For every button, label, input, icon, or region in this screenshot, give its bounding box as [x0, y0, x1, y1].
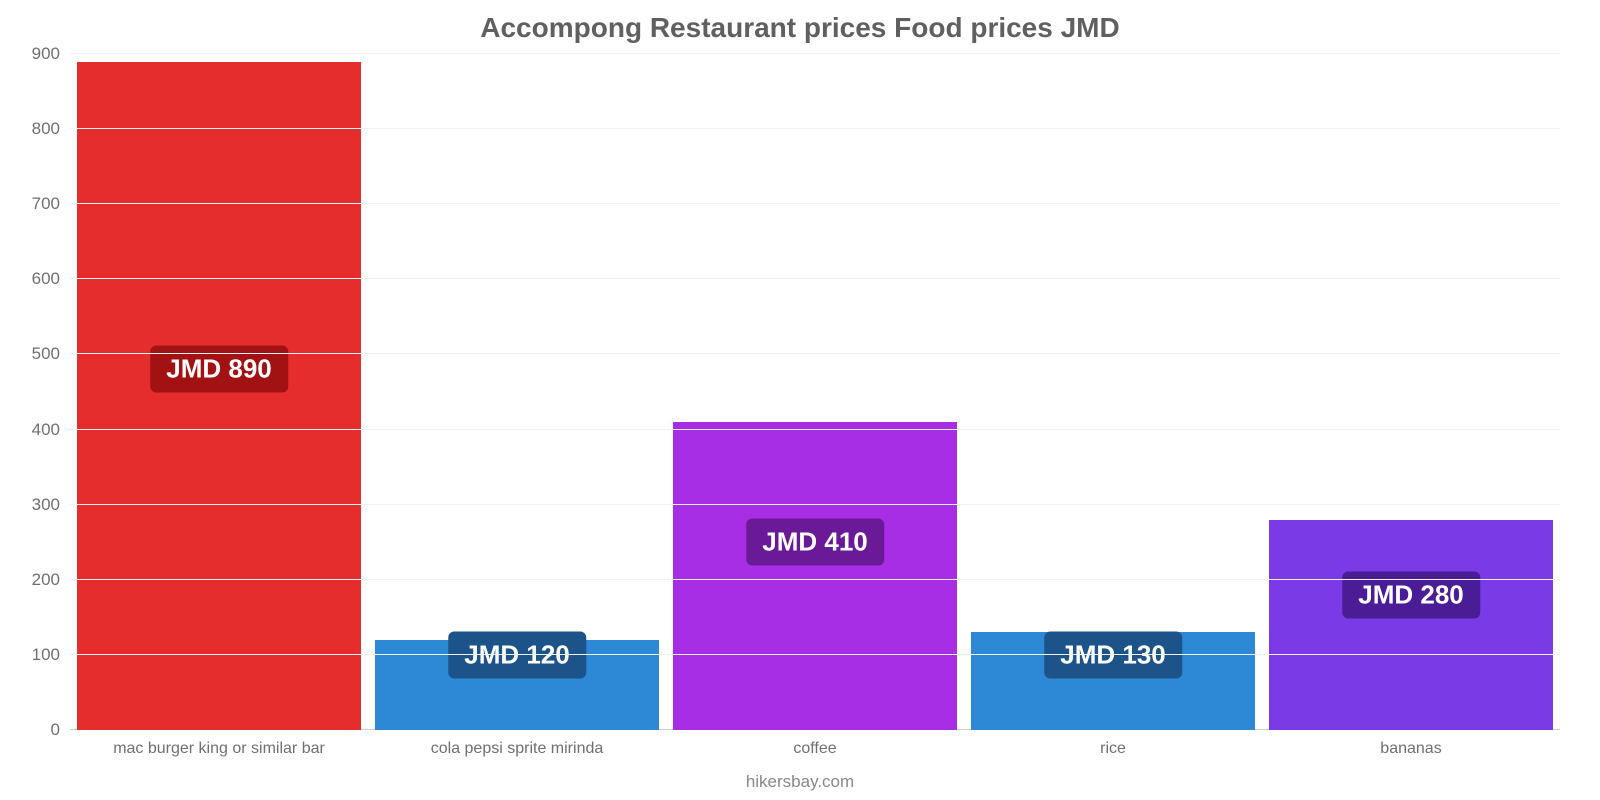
bar-slot: JMD 120cola pepsi sprite mirinda — [368, 54, 666, 730]
x-tick-label: bananas — [1380, 730, 1441, 758]
bars-container: JMD 890mac burger king or similar barJMD… — [70, 54, 1560, 730]
y-tick-label: 100 — [32, 645, 70, 665]
value-badge: JMD 130 — [1044, 631, 1182, 678]
y-tick-label: 900 — [32, 44, 70, 64]
bar-slot: JMD 130rice — [964, 54, 1262, 730]
bar-slot: JMD 890mac burger king or similar bar — [70, 54, 368, 730]
plot-area: JMD 890mac burger king or similar barJMD… — [70, 54, 1560, 730]
y-tick-label: 500 — [32, 344, 70, 364]
bar — [1269, 520, 1552, 730]
chart-area: JMD 890mac burger king or similar barJMD… — [70, 54, 1560, 730]
y-tick-label: 300 — [32, 495, 70, 515]
gridline — [70, 53, 1560, 54]
chart-footer: hikersbay.com — [0, 772, 1600, 792]
gridline — [70, 203, 1560, 204]
y-tick-label: 600 — [32, 269, 70, 289]
gridline — [70, 429, 1560, 430]
bar-slot: JMD 410coffee — [666, 54, 964, 730]
x-tick-label: mac burger king or similar bar — [113, 730, 325, 758]
x-tick-label: rice — [1100, 730, 1126, 758]
x-tick-label: coffee — [793, 730, 836, 758]
y-tick-label: 0 — [51, 720, 70, 740]
gridline — [70, 278, 1560, 279]
y-tick-label: 200 — [32, 570, 70, 590]
value-badge: JMD 410 — [746, 519, 884, 566]
gridline — [70, 504, 1560, 505]
y-tick-label: 700 — [32, 194, 70, 214]
x-tick-label: cola pepsi sprite mirinda — [431, 730, 604, 758]
gridline — [70, 128, 1560, 129]
y-tick-label: 400 — [32, 420, 70, 440]
gridline — [70, 353, 1560, 354]
bar — [77, 62, 360, 730]
bar — [673, 422, 956, 730]
value-badge: JMD 120 — [448, 631, 586, 678]
gridline — [70, 654, 1560, 655]
chart-title: Accompong Restaurant prices Food prices … — [0, 0, 1600, 44]
y-tick-label: 800 — [32, 119, 70, 139]
gridline — [70, 579, 1560, 580]
bar-slot: JMD 280bananas — [1262, 54, 1560, 730]
